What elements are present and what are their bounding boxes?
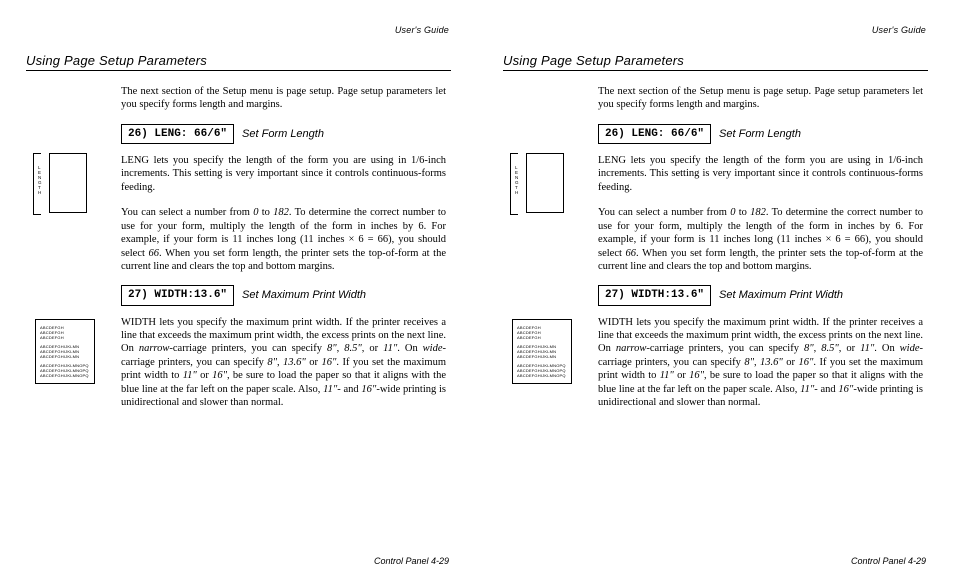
param-27-row: 27) WIDTH:13.6" Set Maximum Print Width xyxy=(598,285,923,305)
length-bracket-label: LENGTH xyxy=(38,165,42,195)
param-26-box: 26) LENG: 66/6" xyxy=(598,124,711,144)
intro-paragraph: The next section of the Setup menu is pa… xyxy=(121,85,446,112)
param-26-row: 26) LENG: 66/6" Set Form Length xyxy=(598,124,923,144)
param-26-desc-2: You can select a number from 0 to 182. T… xyxy=(598,206,923,273)
body-text: The next section of the Setup menu is pa… xyxy=(598,85,923,410)
width-sample-short: ABCDEFGH ABCDEFGH ABCDEFGH xyxy=(40,325,90,340)
running-header: User's Guide xyxy=(26,25,451,35)
param-26-title: Set Form Length xyxy=(719,127,801,141)
param-26-desc-2: You can select a number from 0 to 182. T… xyxy=(121,206,446,273)
param-27-box: 27) WIDTH:13.6" xyxy=(598,285,711,305)
param-26-box: 26) LENG: 66/6" xyxy=(121,124,234,144)
width-sample-medium: ABCDEFGHIJKLMN ABCDEFGHIJKLMN ABCDEFGHIJ… xyxy=(517,344,567,359)
param-27-box: 27) WIDTH:13.6" xyxy=(121,285,234,305)
form-rect xyxy=(49,153,87,213)
print-width-figure: ABCDEFGH ABCDEFGH ABCDEFGH ABCDEFGHIJKLM… xyxy=(512,319,572,384)
manual-page: User's Guide Using Page Setup Parameters… xyxy=(477,0,954,580)
param-27-title: Set Maximum Print Width xyxy=(719,288,843,302)
param-26-desc-1: LENG lets you specify the length of the … xyxy=(121,154,446,194)
form-rect xyxy=(526,153,564,213)
section-title: Using Page Setup Parameters xyxy=(503,53,928,71)
body-text: The next section of the Setup menu is pa… xyxy=(121,85,446,410)
footer: Control Panel 4-29 xyxy=(851,556,926,566)
footer: Control Panel 4-29 xyxy=(374,556,449,566)
param-27-desc: WIDTH lets you specify the maximum print… xyxy=(121,316,446,410)
width-sample-short: ABCDEFGH ABCDEFGH ABCDEFGH xyxy=(517,325,567,340)
param-26-title: Set Form Length xyxy=(242,127,324,141)
length-bracket-label: LENGTH xyxy=(515,165,519,195)
param-26-desc-1: LENG lets you specify the length of the … xyxy=(598,154,923,194)
intro-paragraph: The next section of the Setup menu is pa… xyxy=(598,85,923,112)
width-sample-long: ABCDEFGHIJKLMNOPQ ABCDEFGHIJKLMNOPQ ABCD… xyxy=(517,363,567,378)
width-sample-medium: ABCDEFGHIJKLMN ABCDEFGHIJKLMN ABCDEFGHIJ… xyxy=(40,344,90,359)
section-title: Using Page Setup Parameters xyxy=(26,53,451,71)
form-length-figure: LENGTH xyxy=(510,153,560,218)
two-page-spread: User's Guide Using Page Setup Parameters… xyxy=(0,0,954,580)
print-width-figure: ABCDEFGH ABCDEFGH ABCDEFGH ABCDEFGHIJKLM… xyxy=(35,319,95,384)
form-length-figure: LENGTH xyxy=(33,153,83,218)
param-27-desc: WIDTH lets you specify the maximum print… xyxy=(598,316,923,410)
param-27-row: 27) WIDTH:13.6" Set Maximum Print Width xyxy=(121,285,446,305)
running-header: User's Guide xyxy=(503,25,928,35)
param-26-row: 26) LENG: 66/6" Set Form Length xyxy=(121,124,446,144)
manual-page: User's Guide Using Page Setup Parameters… xyxy=(0,0,477,580)
width-sample-long: ABCDEFGHIJKLMNOPQ ABCDEFGHIJKLMNOPQ ABCD… xyxy=(40,363,90,378)
param-27-title: Set Maximum Print Width xyxy=(242,288,366,302)
